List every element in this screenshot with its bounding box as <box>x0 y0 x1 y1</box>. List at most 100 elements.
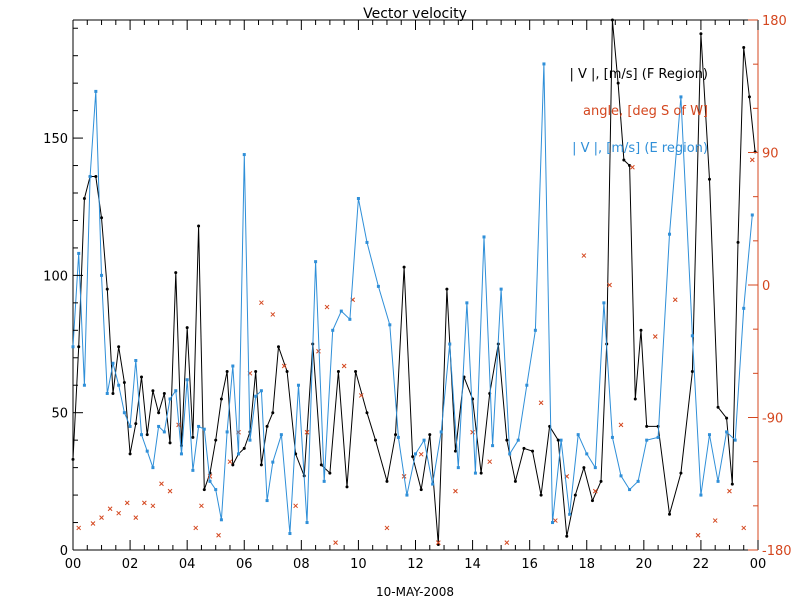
legend-entry: | V |, [m/s] (E region) <box>572 141 708 156</box>
data-point <box>134 359 138 363</box>
data-point <box>304 429 310 435</box>
x-tick-label: 10 <box>350 557 367 572</box>
data-point <box>197 424 201 428</box>
data-point <box>374 438 378 442</box>
data-point <box>505 438 509 442</box>
data-point <box>487 459 493 465</box>
data-point <box>197 224 201 228</box>
data-point <box>259 300 264 306</box>
data-point <box>271 460 275 464</box>
data-point <box>376 284 380 288</box>
data-point <box>219 397 223 401</box>
data-point <box>453 488 458 494</box>
data-point <box>88 175 92 179</box>
data-point <box>405 493 409 497</box>
x-tick-label: 20 <box>636 557 653 572</box>
data-point <box>419 488 423 492</box>
data-point <box>742 306 746 310</box>
data-point <box>607 282 612 288</box>
data-point <box>76 525 82 531</box>
data-point <box>82 383 86 387</box>
data-point <box>365 411 369 415</box>
data-point <box>305 521 309 525</box>
data-point <box>616 81 620 85</box>
data-point <box>479 471 483 475</box>
data-point <box>316 348 321 354</box>
data-point <box>185 326 189 330</box>
y2-tick-label: 180 <box>762 14 787 29</box>
data-point <box>145 449 149 453</box>
data-point <box>707 177 711 181</box>
data-point <box>254 394 258 398</box>
data-point <box>145 433 149 437</box>
data-point <box>448 342 452 346</box>
data-point <box>470 429 475 435</box>
data-point <box>354 370 358 374</box>
data-point <box>193 525 199 531</box>
data-point <box>341 363 347 369</box>
data-point <box>151 466 155 470</box>
data-point <box>150 503 156 509</box>
data-point <box>324 304 330 310</box>
data-point <box>336 370 340 374</box>
data-point <box>179 452 183 456</box>
data-point <box>699 493 703 497</box>
data-point <box>358 393 364 398</box>
data-point <box>622 158 626 162</box>
x-tick-label: 04 <box>179 557 196 572</box>
data-point <box>124 500 130 506</box>
data-point <box>553 518 558 523</box>
data-point <box>559 438 563 442</box>
x-tick-label: 06 <box>236 557 253 572</box>
data-point <box>633 397 637 401</box>
data-point <box>265 424 269 428</box>
data-point <box>411 455 415 459</box>
data-point <box>394 433 398 437</box>
data-point <box>504 540 510 545</box>
data-point <box>513 479 517 483</box>
x-tick-label: 18 <box>578 557 595 572</box>
data-point <box>565 534 569 538</box>
data-point <box>690 370 694 374</box>
data-point <box>219 518 223 522</box>
data-point <box>319 463 323 467</box>
x-tick-label: 00 <box>65 557 82 572</box>
data-point <box>191 468 195 472</box>
y2-tick-label: -90 <box>762 412 783 427</box>
data-point <box>456 466 460 470</box>
data-point <box>77 345 81 349</box>
data-point <box>133 515 139 520</box>
data-point <box>610 18 614 22</box>
data-point <box>293 503 298 509</box>
data-point <box>750 213 754 217</box>
data-point <box>679 471 683 475</box>
data-point <box>168 397 172 401</box>
data-point <box>157 411 161 415</box>
data-point <box>396 435 400 439</box>
data-point <box>328 471 332 475</box>
data-point <box>690 334 694 338</box>
data-point <box>730 482 734 486</box>
data-point <box>431 482 435 486</box>
axes-layer: 00 02 04 06 08 10 12 14 16 18 20 22 00050100150-180-… <box>43 14 791 572</box>
data-point <box>128 424 132 428</box>
x-tick-label: 00 <box>750 557 767 572</box>
data-point <box>551 521 554 525</box>
data-point <box>699 32 703 36</box>
data-point <box>140 375 143 379</box>
data-point <box>619 474 623 478</box>
data-point <box>168 441 172 445</box>
data-point <box>71 345 75 349</box>
data-point <box>71 457 75 461</box>
data-point <box>231 364 235 368</box>
data-point <box>445 287 449 291</box>
data-point <box>122 380 126 384</box>
data-point <box>725 416 729 420</box>
data-point <box>174 271 178 275</box>
data-point <box>208 479 212 483</box>
data-point <box>531 449 535 453</box>
data-point <box>207 474 213 479</box>
data-point <box>482 235 486 239</box>
data-point <box>727 488 732 494</box>
